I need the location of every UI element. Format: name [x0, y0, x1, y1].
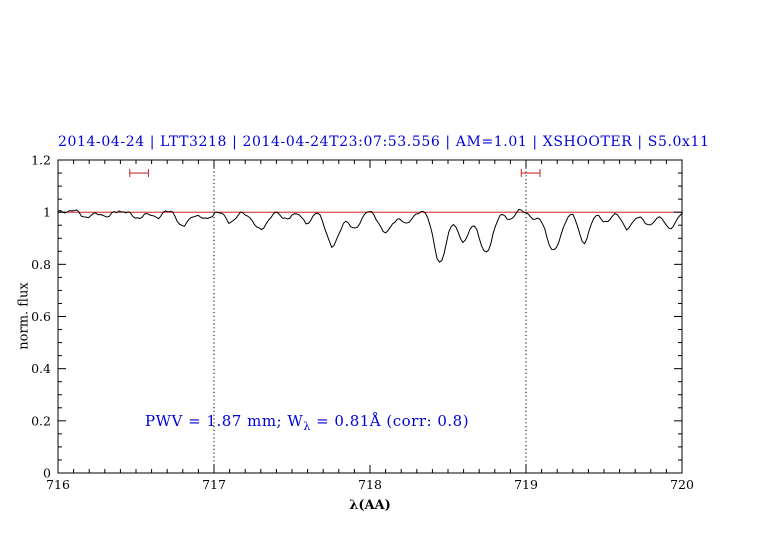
tick-label: 1: [43, 205, 51, 220]
tick-label: 0.6: [31, 309, 51, 324]
tick-label: 0.4: [31, 361, 51, 376]
tick-label: 0.2: [31, 413, 51, 428]
tick-label: 717: [202, 477, 226, 492]
x-axis-label: λ(AA): [349, 498, 391, 513]
y-axis-label: norm. flux: [16, 282, 32, 350]
tick-label: 719: [514, 477, 538, 492]
tick-label: 720: [670, 477, 694, 492]
chart-title: 2014-04-24 | LTT3218 | 2014-04-24T23:07:…: [58, 134, 710, 150]
annotation-prefix: PWV = 1.87 mm; W: [145, 412, 304, 430]
annotation-suffix: = 0.81Å (corr: 0.8): [310, 412, 470, 430]
dotted-vlines: [213, 160, 527, 473]
spectrum-line: [57, 208, 684, 263]
tick-label: 0: [43, 466, 51, 481]
tick-label: 716: [46, 477, 70, 492]
axis-ticks: 716 717 718 719 720 0 0.2 0.4 0.6 0.8 1 1.2: [31, 153, 694, 493]
tick-label: 1.2: [31, 153, 51, 168]
range-markers: [129, 169, 541, 178]
pwv-annotation: PWV = 1.87 mm; Wλ = 0.81Å (corr: 0.8): [145, 412, 469, 433]
tick-label: 0.8: [31, 257, 51, 272]
tick-label: 718: [358, 477, 382, 492]
annotation-lambda-sub: λ: [303, 420, 311, 433]
